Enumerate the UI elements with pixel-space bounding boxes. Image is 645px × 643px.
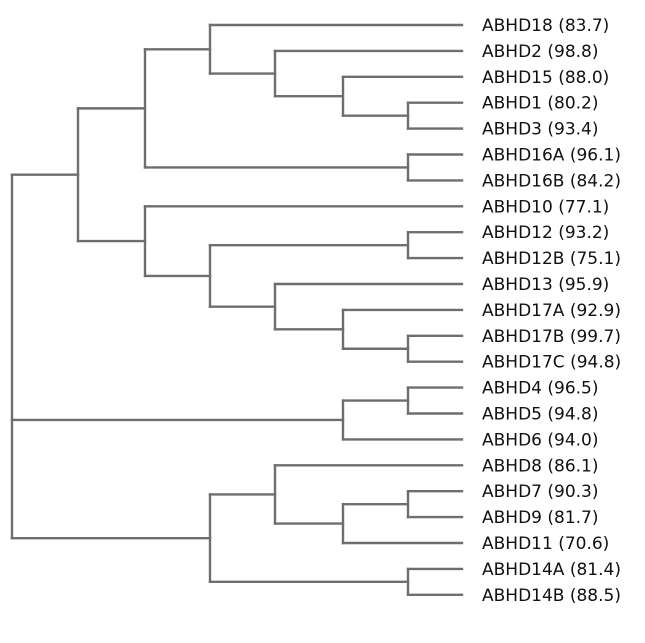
leaf-label-abhd8: ABHD8 (86.1) (482, 456, 599, 476)
leaf-label-abhd14b: ABHD14B (88.5) (482, 586, 621, 606)
leaf-label-abhd12b: ABHD12B (75.1) (482, 249, 621, 269)
leaf-label-abhd4: ABHD4 (96.5) (482, 379, 599, 399)
leaf-label-abhd17c: ABHD17C (94.8) (482, 353, 621, 373)
leaf-label-abhd12: ABHD12 (93.2) (482, 223, 609, 243)
leaf-label-abhd2: ABHD2 (98.8) (482, 42, 599, 62)
leaf-label-abhd17a: ABHD17A (92.9) (482, 301, 621, 321)
leaf-label-abhd13: ABHD13 (95.9) (482, 275, 609, 295)
leaf-label-abhd14a: ABHD14A (81.4) (482, 560, 621, 580)
leaf-label-abhd10: ABHD10 (77.1) (482, 197, 609, 217)
leaf-label-abhd16b: ABHD16B (84.2) (482, 171, 621, 191)
leaf-label-abhd18: ABHD18 (83.7) (482, 16, 609, 36)
leaf-label-abhd15: ABHD15 (88.0) (482, 68, 609, 88)
leaf-label-abhd9: ABHD9 (81.7) (482, 508, 599, 528)
leaf-label-abhd5: ABHD5 (94.8) (482, 405, 599, 425)
leaf-label-abhd16a: ABHD16A (96.1) (482, 146, 621, 166)
leaf-label-abhd6: ABHD6 (94.0) (482, 430, 599, 450)
leaf-label-abhd1: ABHD1 (80.2) (482, 94, 599, 114)
leaf-label-abhd17b: ABHD17B (99.7) (482, 327, 621, 347)
leaf-label-abhd11: ABHD11 (70.6) (482, 534, 609, 554)
leaf-label-abhd7: ABHD7 (90.3) (482, 482, 599, 502)
leaf-label-abhd3: ABHD3 (93.4) (482, 120, 599, 140)
